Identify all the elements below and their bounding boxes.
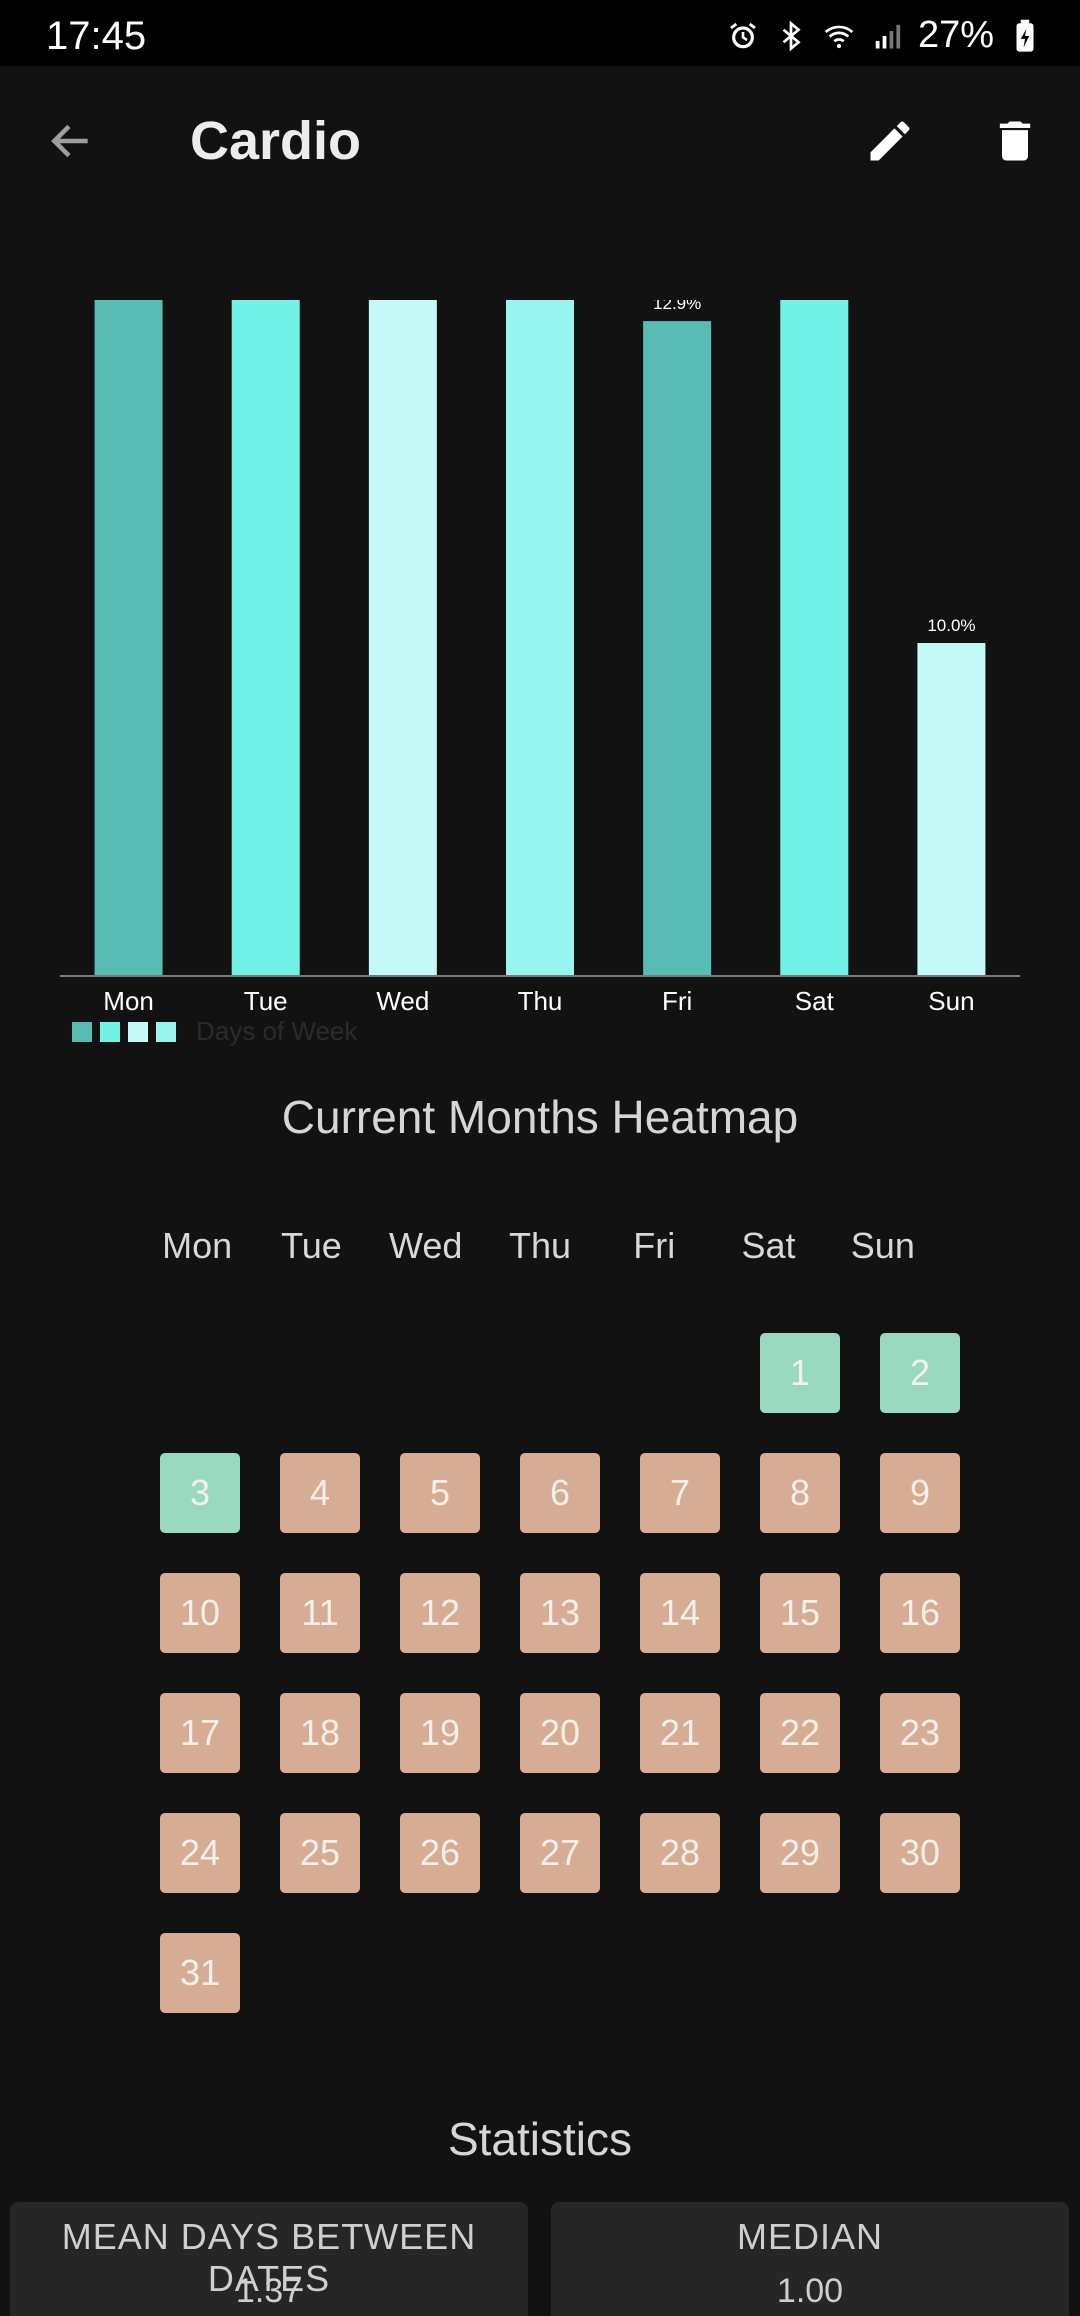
heatmap-day-cell[interactable]: 31 <box>160 1933 240 2013</box>
heatmap-day-cell[interactable]: 7 <box>640 1453 720 1533</box>
heatmap-day-cell[interactable]: 19 <box>400 1693 480 1773</box>
trash-icon <box>999 121 1031 161</box>
heatmap-day-cell[interactable]: 30 <box>880 1813 960 1893</box>
weekday-header: Thu <box>508 1225 571 1266</box>
days-of-week-chart: 14.3%Mon15.7%Tue15.7%Wed17.1%Thu12.9%Fri… <box>0 300 1080 1060</box>
heatmap-day-cell[interactable]: 11 <box>280 1573 360 1653</box>
app-bar: Cardio <box>0 66 1080 216</box>
heatmap-day-cell[interactable]: 2 <box>880 1333 960 1413</box>
heatmap-day-cell[interactable]: 9 <box>880 1453 960 1533</box>
heatmap-day-cell[interactable]: 1 <box>760 1333 840 1413</box>
x-tick-label: Mon <box>103 986 154 1016</box>
legend-swatch <box>100 1021 120 1042</box>
battery-percent: 27% <box>917 14 994 56</box>
delete-button[interactable] <box>980 106 1050 176</box>
stat-value: 1.00 <box>776 2272 844 2310</box>
heatmap-day-cell[interactable]: 6 <box>520 1453 600 1533</box>
wifi-icon <box>822 19 856 53</box>
heatmap-day-cell[interactable]: 20 <box>520 1693 600 1773</box>
bar-chart: 14.3%Mon15.7%Tue15.7%Wed17.1%Thu12.9%Fri… <box>60 300 1020 1016</box>
legend-label: Days of Week <box>196 1016 358 1046</box>
heatmap-day-cell[interactable]: 27 <box>520 1813 600 1893</box>
statistics-title: Statistics <box>447 2113 633 2165</box>
calendar-heatmap: Mon Tue Wed Thu Fri Sat Sun 1 2 3 4 5 6 7 8 9 10 1… <box>140 1225 960 2013</box>
heatmap-day-cell[interactable]: 25 <box>280 1813 360 1893</box>
heatmap-day-cell[interactable]: 14 <box>640 1573 720 1653</box>
stat-card-mean: MEAN DAYS BETWEEN DATES 1.37 <box>10 2202 528 2316</box>
heatmap-day-cell[interactable]: 3 <box>160 1453 240 1533</box>
heatmap-day-cell[interactable]: 13 <box>520 1573 600 1653</box>
weekday-header: Wed <box>389 1225 463 1266</box>
heatmap-day-cell[interactable]: 16 <box>880 1573 960 1653</box>
weekday-header: Sun <box>850 1225 915 1266</box>
weekday-header: Mon <box>162 1225 233 1266</box>
chart-bar <box>780 300 849 976</box>
heatmap-day-cell[interactable]: 12 <box>400 1573 480 1653</box>
heatmap-day-cell[interactable]: 17 <box>160 1693 240 1773</box>
weekday-header: Tue <box>281 1225 342 1266</box>
chart-bar <box>368 300 437 976</box>
edit-button[interactable] <box>855 106 925 176</box>
chart-bar <box>643 321 712 977</box>
x-tick-label: Thu <box>518 986 563 1016</box>
pencil-icon <box>870 121 910 161</box>
heatmap-day-cell[interactable]: 4 <box>280 1453 360 1533</box>
x-tick-label: Sat <box>795 986 835 1016</box>
stat-label: MEAN DAYS BETWEEN DATES <box>61 2216 477 2299</box>
legend-swatch <box>156 1021 176 1042</box>
heatmap-day-cell[interactable]: 15 <box>760 1573 840 1653</box>
signal-icon <box>870 19 904 53</box>
chart-legend: Days of Week <box>72 1016 357 1047</box>
heatmap-day-cell[interactable]: 28 <box>640 1813 720 1893</box>
weekday-headers: Mon Tue Wed Thu Fri Sat Sun <box>140 1225 940 1267</box>
battery-charging-icon <box>1008 19 1042 53</box>
heatmap-title: Current Months Heatmap <box>281 1091 799 1143</box>
status-time: 17:45 <box>46 14 147 58</box>
legend-swatch <box>128 1021 148 1042</box>
arrow-left-icon <box>51 124 88 158</box>
bluetooth-icon <box>774 19 808 53</box>
heatmap-day-cell[interactable]: 24 <box>160 1813 240 1893</box>
bar-data-label: 12.9% <box>653 300 701 313</box>
heatmap-day-cell[interactable]: 23 <box>880 1693 960 1773</box>
stat-card-median: MEDIAN 1.00 <box>551 2202 1069 2316</box>
heatmap-day-cell[interactable]: 10 <box>160 1573 240 1653</box>
weekday-header: Sat <box>741 1225 796 1266</box>
heatmap-day-cell[interactable]: 8 <box>760 1453 840 1533</box>
heatmap-day-cell[interactable]: 5 <box>400 1453 480 1533</box>
chart-bar <box>917 643 986 976</box>
heatmap-day-cell[interactable]: 21 <box>640 1693 720 1773</box>
alarm-icon <box>726 19 760 53</box>
bar-data-label: 10.0% <box>927 616 975 635</box>
heatmap-day-cell[interactable]: 18 <box>280 1693 360 1773</box>
chart-bar <box>94 300 163 976</box>
heatmap-day-cell[interactable]: 22 <box>760 1693 840 1773</box>
weekday-header: Fri <box>633 1225 676 1266</box>
x-tick-label: Fri <box>662 986 692 1016</box>
status-icons: 27% <box>726 14 1042 57</box>
x-tick-label: Wed <box>376 986 429 1016</box>
chart-bar <box>506 300 574 976</box>
heatmap-day-cell[interactable]: 26 <box>400 1813 480 1893</box>
heatmap-day-cell[interactable]: 29 <box>760 1813 840 1893</box>
back-button[interactable] <box>36 106 106 176</box>
stat-label: MEDIAN <box>736 2216 883 2257</box>
x-tick-label: Tue <box>244 986 288 1016</box>
status-bar: 17:45 27% <box>0 0 1080 66</box>
chart-bar <box>231 300 300 976</box>
stat-value: 1.37 <box>235 2272 303 2310</box>
x-tick-label: Sun <box>928 986 974 1016</box>
legend-swatch <box>72 1021 92 1042</box>
page-title: Cardio <box>190 111 362 171</box>
